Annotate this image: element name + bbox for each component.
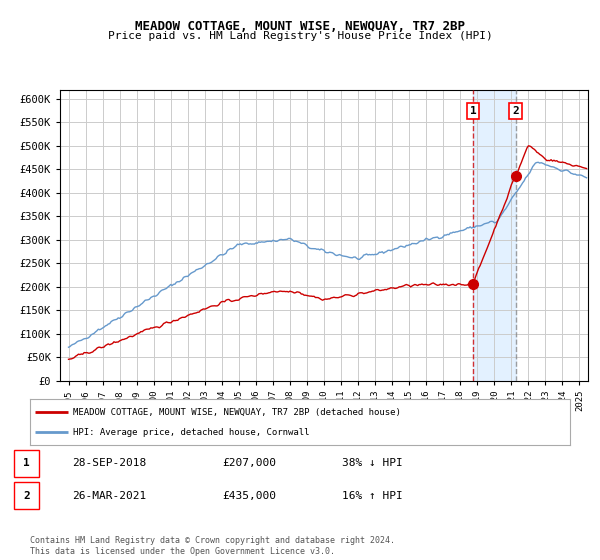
Text: MEADOW COTTAGE, MOUNT WISE, NEWQUAY, TR7 2BP (detached house): MEADOW COTTAGE, MOUNT WISE, NEWQUAY, TR7… (73, 408, 401, 417)
Text: 1: 1 (23, 458, 30, 468)
Text: Price paid vs. HM Land Registry's House Price Index (HPI): Price paid vs. HM Land Registry's House … (107, 31, 493, 41)
Text: 2: 2 (23, 491, 30, 501)
Text: 28-SEP-2018: 28-SEP-2018 (72, 458, 146, 468)
Bar (473, 90, 515, 381)
Text: £207,000: £207,000 (222, 458, 276, 468)
Text: 38% ↓ HPI: 38% ↓ HPI (342, 458, 403, 468)
Text: 26-MAR-2021: 26-MAR-2021 (72, 491, 146, 501)
Text: MEADOW COTTAGE, MOUNT WISE, NEWQUAY, TR7 2BP: MEADOW COTTAGE, MOUNT WISE, NEWQUAY, TR7… (135, 20, 465, 32)
Text: HPI: Average price, detached house, Cornwall: HPI: Average price, detached house, Corn… (73, 428, 310, 437)
Text: £435,000: £435,000 (222, 491, 276, 501)
Text: 16% ↑ HPI: 16% ↑ HPI (342, 491, 403, 501)
Text: Contains HM Land Registry data © Crown copyright and database right 2024.
This d: Contains HM Land Registry data © Crown c… (30, 536, 395, 556)
Text: 2: 2 (512, 106, 519, 116)
Text: 1: 1 (470, 106, 476, 116)
